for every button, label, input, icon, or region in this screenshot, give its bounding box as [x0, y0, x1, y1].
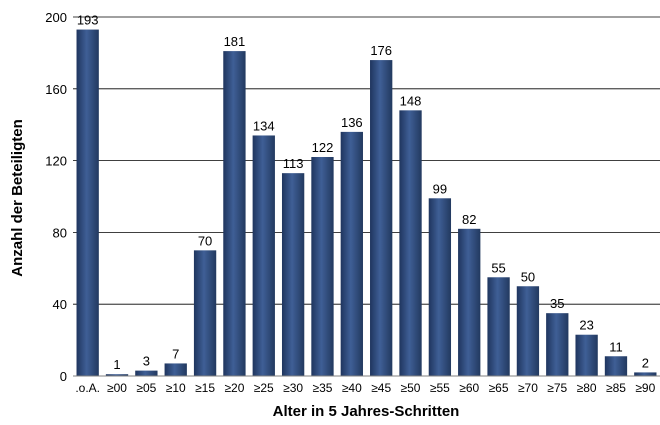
bar-7 [281, 173, 305, 376]
bar-3 [164, 363, 187, 376]
bar-4 [193, 250, 217, 376]
bar-19 [634, 372, 657, 376]
x-tick-label-7: ≥30 [283, 381, 303, 395]
bar-16 [546, 313, 569, 376]
x-tick-label-19: ≥90 [635, 381, 655, 395]
y-tick-label: 120 [45, 154, 67, 169]
bar-12 [428, 198, 452, 376]
x-tick-label-4: ≥15 [195, 381, 215, 395]
data-label-18: 11 [609, 339, 623, 354]
y-tick-label: 80 [53, 225, 67, 240]
data-label-16: 35 [550, 296, 564, 311]
y-tick-label: 0 [60, 369, 67, 384]
x-tick-label-18: ≥85 [606, 381, 626, 395]
data-labels: 193 1 3 7 70 181 134 113 122 136 176 148 99 82 55 50 35 2… [77, 13, 649, 373]
data-label-7: 113 [283, 156, 304, 171]
data-label-13: 82 [462, 212, 476, 227]
data-label-4: 70 [198, 233, 212, 248]
y-axis-title: Anzahl der Beteiligten [9, 119, 26, 277]
data-label-2: 3 [143, 354, 150, 369]
x-tick-label-5: ≥20 [224, 381, 244, 395]
data-label-5: 181 [224, 34, 246, 49]
data-label-11: 148 [400, 93, 422, 108]
bar-9 [340, 131, 363, 376]
bar-6 [252, 135, 275, 376]
data-label-19: 2 [642, 355, 649, 370]
data-label-14: 55 [491, 260, 505, 275]
bar-15 [516, 286, 540, 376]
bar-1 [105, 374, 129, 376]
data-label-10: 176 [370, 43, 392, 58]
x-tick-label-3: ≥10 [166, 381, 186, 395]
bars [76, 29, 657, 377]
x-tick-label-10: ≥45 [371, 381, 391, 395]
x-tick-label-2: ≥05 [136, 381, 156, 395]
x-axis-title: Alter in 5 Jahres-Schritten [273, 403, 460, 420]
x-tick-label-6: ≥25 [254, 381, 274, 395]
x-tick-label-12: ≥55 [430, 381, 450, 395]
bar-11 [399, 110, 422, 376]
data-label-0: 193 [77, 13, 99, 28]
x-tick-label-0: .o.A. [75, 381, 100, 395]
bar-18 [604, 356, 628, 376]
gridlines [73, 16, 660, 305]
bar-5 [223, 51, 246, 376]
bar-10 [370, 60, 393, 377]
x-tick-label-9: ≥40 [342, 381, 362, 395]
data-label-15: 50 [521, 269, 535, 284]
bar-14 [487, 277, 510, 376]
y-tick-label: 40 [53, 297, 67, 312]
x-tick-label-8: ≥35 [313, 381, 333, 395]
x-tick-label-15: ≥70 [518, 381, 538, 395]
bar-17 [575, 334, 598, 376]
y-tick-labels: 0 40 80 120 160 200 [45, 10, 67, 384]
data-label-9: 136 [341, 115, 363, 130]
bar-13 [458, 228, 481, 376]
x-tick-label-17: ≥80 [577, 381, 597, 395]
data-label-3: 7 [172, 346, 179, 361]
x-tick-label-16: ≥75 [547, 381, 567, 395]
x-tick-label-13: ≥60 [459, 381, 479, 395]
x-tick-label-14: ≥65 [489, 381, 509, 395]
y-tick-label: 160 [45, 82, 67, 97]
data-label-17: 23 [579, 318, 593, 333]
y-tick-label: 200 [45, 10, 67, 25]
x-tick-label-1: ≥00 [107, 381, 127, 395]
data-label-1: 1 [113, 357, 120, 372]
data-label-12: 99 [433, 181, 447, 196]
data-label-6: 134 [253, 118, 275, 133]
data-label-8: 122 [312, 140, 334, 155]
x-tick-label-11: ≥50 [401, 381, 421, 395]
bar-0 [76, 29, 99, 376]
bar-8 [311, 157, 334, 376]
bar-2 [135, 370, 158, 376]
x-tick-labels: .o.A. ≥00 ≥05 ≥10 ≥15 ≥20 ≥25 ≥30 ≥35 ≥40 ≥45 ≥50 ≥5… [75, 381, 655, 395]
